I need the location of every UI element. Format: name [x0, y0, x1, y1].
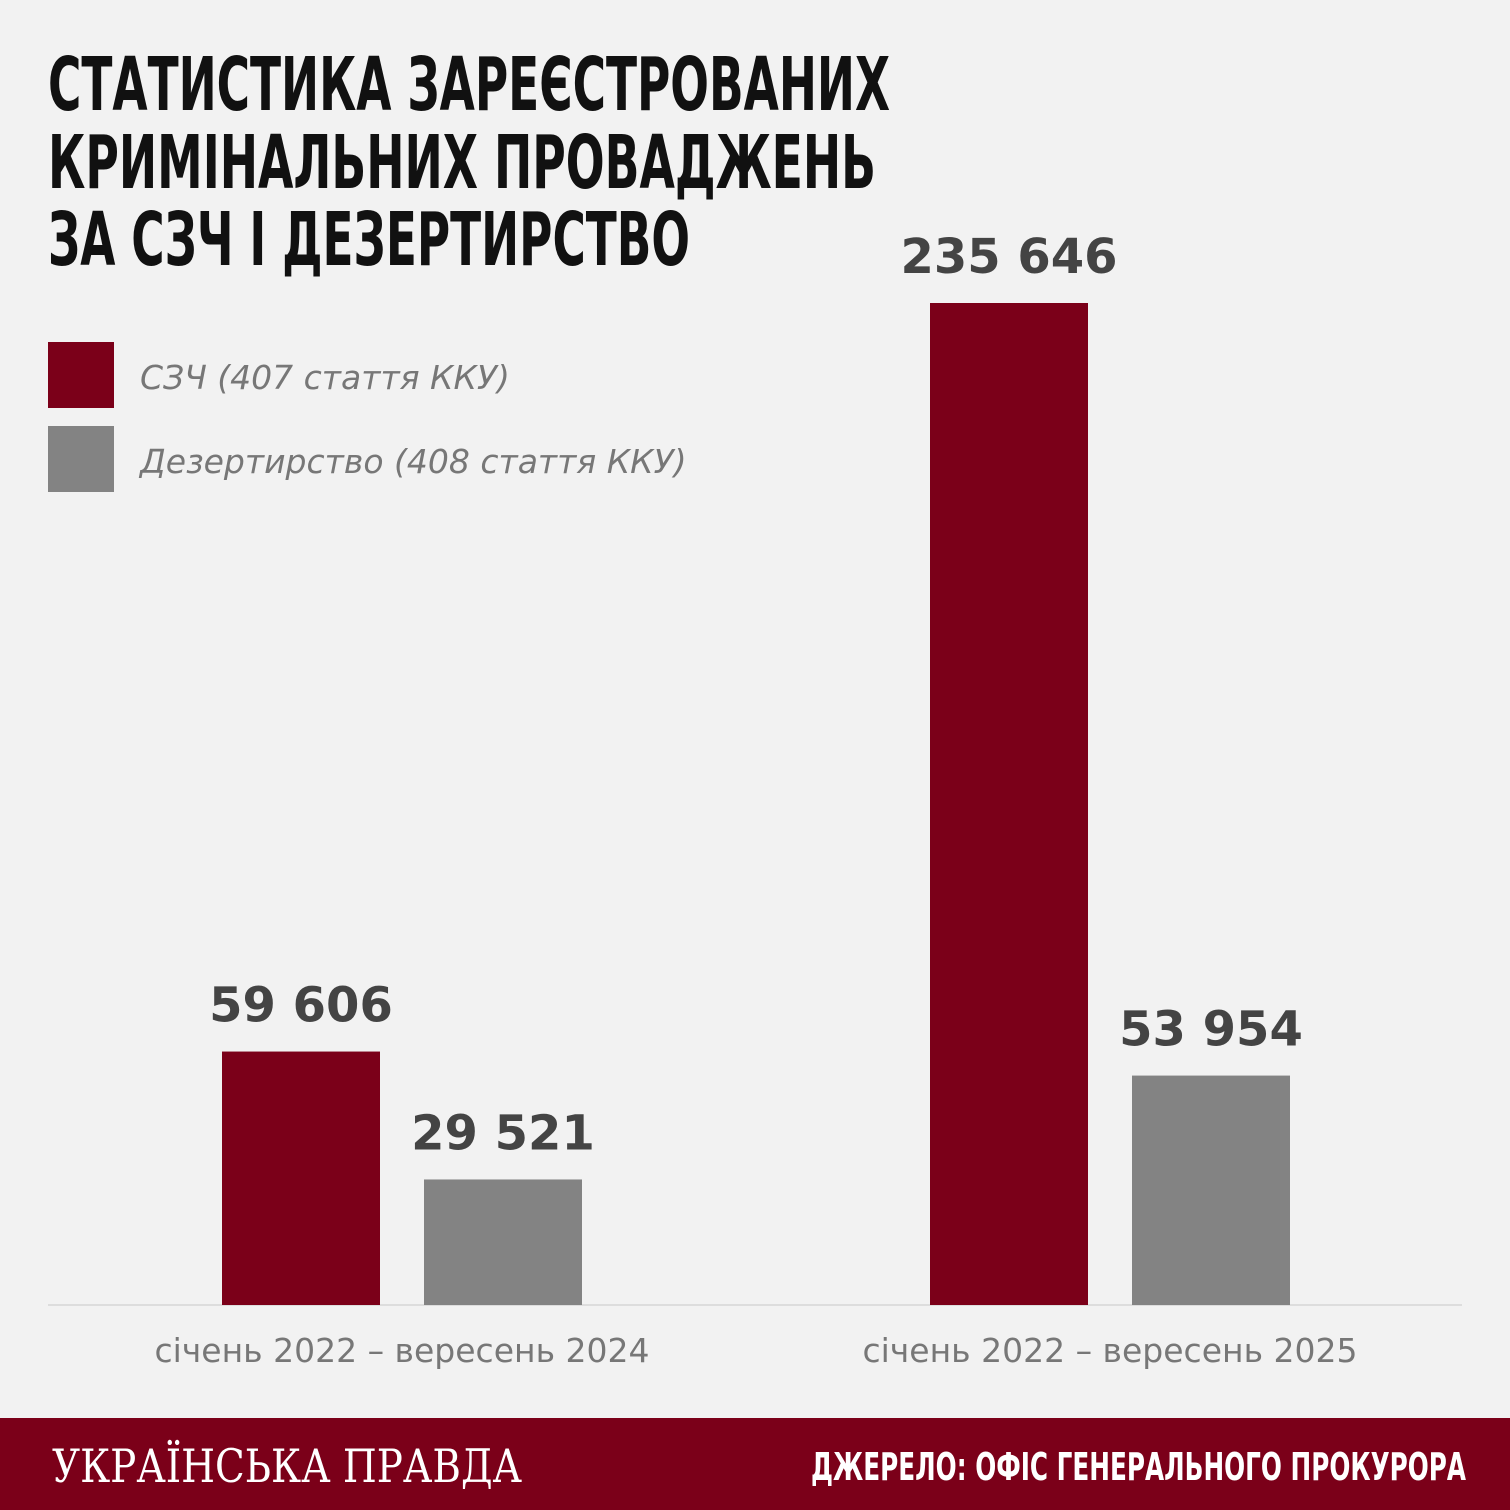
x-tick-label: січень 2022 – вересень 2024 [154, 1331, 649, 1370]
legend-label: Дезертирство (408 стаття ККУ) [138, 442, 687, 481]
legend-swatch [48, 426, 114, 492]
value-label: 53 954 [1119, 1002, 1303, 1058]
footer [0, 1418, 1510, 1510]
chart-title: КРИМІНАЛЬНИХ ПРОВАДЖЕНЬ [48, 120, 876, 206]
legend-swatch [48, 342, 114, 408]
value-label: 29 521 [411, 1105, 595, 1161]
source: ДЖЕРЕЛО: ОФІС ГЕНЕРАЛЬНОГО ПРОКУРОРА [811, 1445, 1466, 1489]
bar [222, 1051, 380, 1305]
bar [1132, 1075, 1290, 1305]
chart-title: ЗА СЗЧ І ДЕЗЕРТИРСТВО [48, 197, 690, 283]
value-label: 235 646 [900, 229, 1117, 285]
bar [930, 303, 1088, 1305]
bar [424, 1179, 582, 1305]
brand: УКРАЇНСЬКА ПРАВДА [52, 1439, 522, 1493]
chart-title: СТАТИСТИКА ЗАРЕЄСТРОВАНИХ [48, 42, 890, 128]
value-label: 59 606 [209, 978, 393, 1034]
x-tick-label: січень 2022 – вересень 2025 [862, 1331, 1357, 1370]
legend-label: СЗЧ (407 стаття ККУ) [140, 358, 510, 397]
